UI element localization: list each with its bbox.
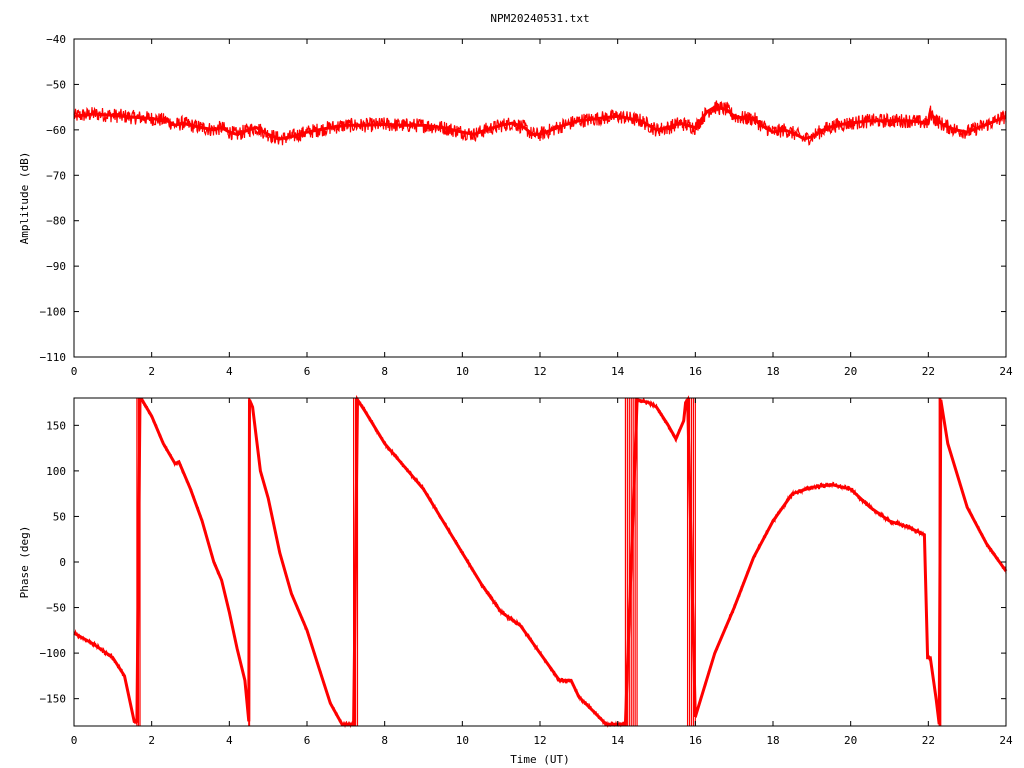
- amplitude-ylabel: Amplitude (dB): [18, 152, 31, 245]
- chart-title: NPM20240531.txt: [490, 12, 589, 25]
- phase-series: [73, 394, 1008, 729]
- phase-ytick-label: −100: [40, 647, 67, 660]
- phase-panel: 0 2 4 6 8 10 12 14 16 18 20 22 24150100500−50−100−15…: [18, 394, 1013, 766]
- phase-xtick-label: 2: [148, 734, 155, 747]
- phase-xtick-label: 18: [766, 734, 779, 747]
- amplitude-ytick-label: −80: [46, 215, 66, 228]
- amplitude-xtick-label: 8: [381, 365, 388, 378]
- amplitude-xtick-label: 16: [689, 365, 702, 378]
- phase-xtick-label: 14: [611, 734, 625, 747]
- amplitude-ytick-label: −40: [46, 33, 66, 46]
- amplitude-xtick-label: 10: [456, 365, 469, 378]
- amplitude-panel: 0 2 4 6 8 10 12 14 16 18 20 22 24−40−50−60−70−80−90−…: [18, 33, 1013, 378]
- phase-xtick-label: 12: [533, 734, 546, 747]
- phase-series-band: [73, 397, 1007, 729]
- phase-xtick-label: 8: [381, 734, 388, 747]
- phase-ytick-label: −50: [46, 602, 66, 615]
- amplitude-xtick-label: 0: [71, 365, 78, 378]
- amplitude-xtick-label: 24: [999, 365, 1013, 378]
- amplitude-ytick-label: −90: [46, 260, 66, 273]
- phase-ylabel: Phase (deg): [18, 526, 31, 599]
- amplitude-xtick-label: 4: [226, 365, 233, 378]
- phase-xtick-label: 10: [456, 734, 469, 747]
- phase-xtick-label: 20: [844, 734, 857, 747]
- amplitude-ytick-label: −110: [40, 351, 67, 364]
- amplitude-ytick-label: −60: [46, 124, 66, 137]
- phase-plot-frame: [73, 397, 1007, 727]
- phase-ytick-label: 150: [46, 419, 66, 432]
- phase-ytick-label: 100: [46, 465, 66, 478]
- phase-xtick-label: 16: [689, 734, 702, 747]
- phase-ytick-label: 0: [59, 556, 66, 569]
- phase-xtick-label: 4: [226, 734, 233, 747]
- amplitude-plot-frame: [73, 38, 1007, 358]
- phase-xtick-label: 22: [922, 734, 935, 747]
- amplitude-series-band: [73, 100, 1007, 146]
- amplitude-ytick-label: −70: [46, 169, 66, 182]
- phase-ytick-label: 50: [53, 510, 66, 523]
- phase-xtick-label: 24: [999, 734, 1013, 747]
- amplitude-xtick-label: 18: [766, 365, 779, 378]
- phase-xtick-label: 6: [304, 734, 311, 747]
- phase-xtick-label: 0: [71, 734, 78, 747]
- amplitude-ytick-label: −50: [46, 78, 66, 91]
- amplitude-xtick-label: 22: [922, 365, 935, 378]
- amplitude-series: [73, 100, 1007, 146]
- time-xlabel: Time (UT): [510, 753, 570, 766]
- amplitude-ticks: 0 2 4 6 8 10 12 14 16 18 20 22 24−40−50−60−70−80−90−…: [40, 33, 1013, 378]
- phase-ytick-label: −150: [40, 693, 67, 706]
- phase-ticks: 0 2 4 6 8 10 12 14 16 18 20 22 24150100500−50−100−15…: [40, 398, 1013, 747]
- amplitude-xtick-label: 2: [148, 365, 155, 378]
- amplitude-xtick-label: 6: [304, 365, 311, 378]
- amplitude-xtick-label: 14: [611, 365, 625, 378]
- amplitude-ytick-label: −100: [40, 306, 67, 319]
- amplitude-xtick-label: 12: [533, 365, 546, 378]
- amplitude-xtick-label: 20: [844, 365, 857, 378]
